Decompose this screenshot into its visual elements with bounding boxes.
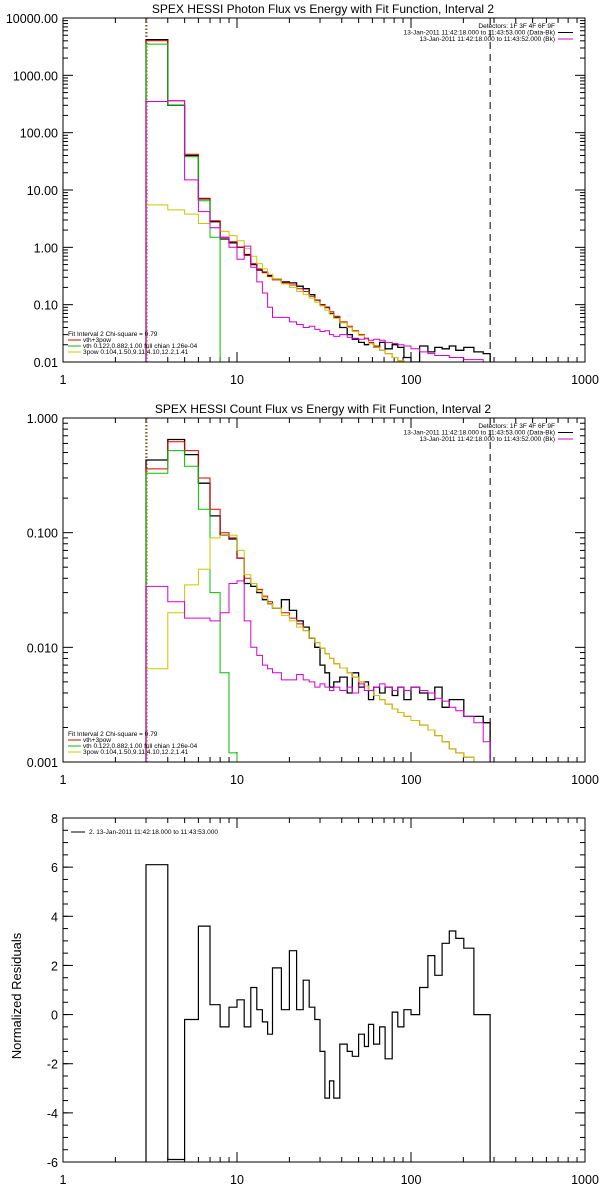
count-flux-series-data-bk bbox=[145, 438, 491, 762]
photon-flux-title: SPEX HESSI Photon Flux vs Energy with Fi… bbox=[152, 2, 494, 16]
residuals-y-tick-label: -4 bbox=[47, 1107, 58, 1121]
photon-flux-y-tick-label: 10000.00 bbox=[6, 12, 58, 26]
count-flux-x-tick-label: 1 bbox=[60, 773, 67, 787]
count-flux-title: SPEX HESSI Count Flux vs Energy with Fit… bbox=[155, 402, 491, 416]
photon-flux-chart: SPEX HESSI Photon Flux vs Energy with Fi… bbox=[6, 2, 599, 387]
count-flux-series-3pow bbox=[145, 534, 491, 762]
photon-flux-x-tick-label: 1 bbox=[60, 373, 67, 387]
residuals-info-line: 2. 13-Jan-2011 11:42:18.000 to 11:43:53.… bbox=[89, 829, 218, 836]
count-flux-legend-line: vth+3pow bbox=[83, 737, 111, 744]
residuals-ticks bbox=[62, 817, 586, 1163]
count-flux-x-tick-label: 100 bbox=[401, 773, 422, 787]
photon-flux-y-tick-label: 10.00 bbox=[27, 184, 58, 198]
residuals-y-tick-label: 4 bbox=[51, 910, 58, 924]
photon-flux-series-bk bbox=[145, 100, 491, 362]
photon-flux-ticks bbox=[62, 17, 586, 363]
count-flux-y-tick-label: 0.100 bbox=[27, 527, 58, 541]
count-flux-y-tick-label: 1.000 bbox=[27, 412, 58, 426]
count-flux-series-vth bbox=[145, 450, 238, 762]
count-flux-legend-line: vth 0.122,0.882,1.00 full chian 1.26e-04 bbox=[83, 743, 198, 750]
count-flux-x-tick-label: 1000 bbox=[571, 773, 599, 787]
count-flux-series-group bbox=[145, 438, 491, 762]
count-flux-y-tick-label: 0.001 bbox=[27, 756, 58, 770]
count-flux-y-tick-label: 0.010 bbox=[27, 641, 58, 655]
residuals-chart: Normalized Residuals 1 10 100 1000 -6 -4 -2 0 2 4… bbox=[9, 812, 599, 1187]
count-flux-chart: SPEX HESSI Count Flux vs Energy with Fit… bbox=[27, 402, 599, 787]
photon-flux-info-line: 13-Jan-2011 11:42:18.000 to 11:43:53.000… bbox=[404, 30, 555, 37]
count-flux-series-bk bbox=[145, 580, 491, 762]
count-flux-info-line: 13-Jan-2011 11:42:18.000 to 11:43:53.000… bbox=[404, 430, 555, 437]
photon-flux-info-line: 13-Jan-2011 11:42:18.000 to 11:43:52.000… bbox=[419, 36, 555, 43]
photon-flux-legend-line: 3pow 0.104,1.50,9.11,4.10,12.2,1.41 bbox=[83, 349, 189, 356]
count-flux-legend-line: 3pow 0.104,1.50,9.11,4.10,12.2,1.41 bbox=[83, 749, 189, 756]
count-flux-ticks bbox=[62, 417, 586, 763]
count-flux-info-line: 13-Jan-2011 11:42:18.000 to 11:43:52.000… bbox=[419, 436, 555, 443]
photon-flux-y-tick-label: 0.01 bbox=[34, 356, 58, 370]
photon-flux-info-line: Detectors: 1F 3F 4F 6F 9F bbox=[478, 23, 555, 30]
photon-flux-y-tick-label: 100.00 bbox=[20, 127, 58, 141]
residuals-y-tick-label: -2 bbox=[47, 1058, 58, 1072]
residuals-x-tick-label: 10 bbox=[230, 1173, 244, 1187]
count-flux-info-line: Detectors: 1F 3F 4F 6F 9F bbox=[478, 423, 555, 430]
residuals-y-tick-label: -6 bbox=[47, 1156, 58, 1170]
photon-flux-series-vth bbox=[145, 43, 229, 362]
residuals-y-tick-label: 2 bbox=[51, 959, 58, 973]
residuals-x-tick-label: 1000 bbox=[571, 1173, 599, 1187]
photon-flux-x-tick-label: 10 bbox=[230, 373, 244, 387]
residuals-series-0 bbox=[145, 864, 491, 1162]
photon-flux-legend-line: Fit Interval 2 Chi-square = 0.79 bbox=[68, 331, 158, 338]
residuals-x-tick-label: 1 bbox=[60, 1173, 67, 1187]
photon-flux-y-tick-label: 1000.00 bbox=[13, 69, 58, 83]
photon-flux-y-tick-label: 1.00 bbox=[34, 241, 58, 255]
photon-flux-legend-line: vth+3pow bbox=[83, 337, 111, 344]
residuals-series-group bbox=[145, 864, 491, 1162]
residuals-y-axis-label: Normalized Residuals bbox=[9, 932, 24, 1059]
photon-flux-legend-line: vth 0.122,0.882,1.00 full chian 1.26e-04 bbox=[83, 343, 198, 350]
count-flux-axes-frame bbox=[62, 417, 586, 763]
count-flux-x-tick-label: 10 bbox=[230, 773, 244, 787]
residuals-y-tick-label: 8 bbox=[51, 812, 58, 826]
photon-flux-x-tick-label: 1000 bbox=[571, 373, 599, 387]
residuals-x-tick-label: 100 bbox=[401, 1173, 422, 1187]
photon-flux-y-tick-label: 0.10 bbox=[34, 299, 58, 313]
count-flux-series-vth-3pow bbox=[145, 441, 491, 762]
count-flux-legend-line: Fit Interval 2 Chi-square = 0.79 bbox=[68, 731, 158, 738]
photon-flux-x-tick-label: 100 bbox=[401, 373, 422, 387]
photon-flux-axes-frame bbox=[62, 17, 586, 363]
residuals-y-tick-label: 0 bbox=[51, 1009, 58, 1023]
photon-flux-series-vth-3pow bbox=[145, 40, 491, 362]
photon-flux-series-3pow bbox=[145, 204, 491, 362]
photon-flux-series-data-bk bbox=[145, 38, 491, 362]
residuals-y-tick-label: 6 bbox=[51, 861, 58, 875]
photon-flux-series-group bbox=[145, 38, 491, 362]
residuals-axes-frame bbox=[62, 817, 586, 1163]
